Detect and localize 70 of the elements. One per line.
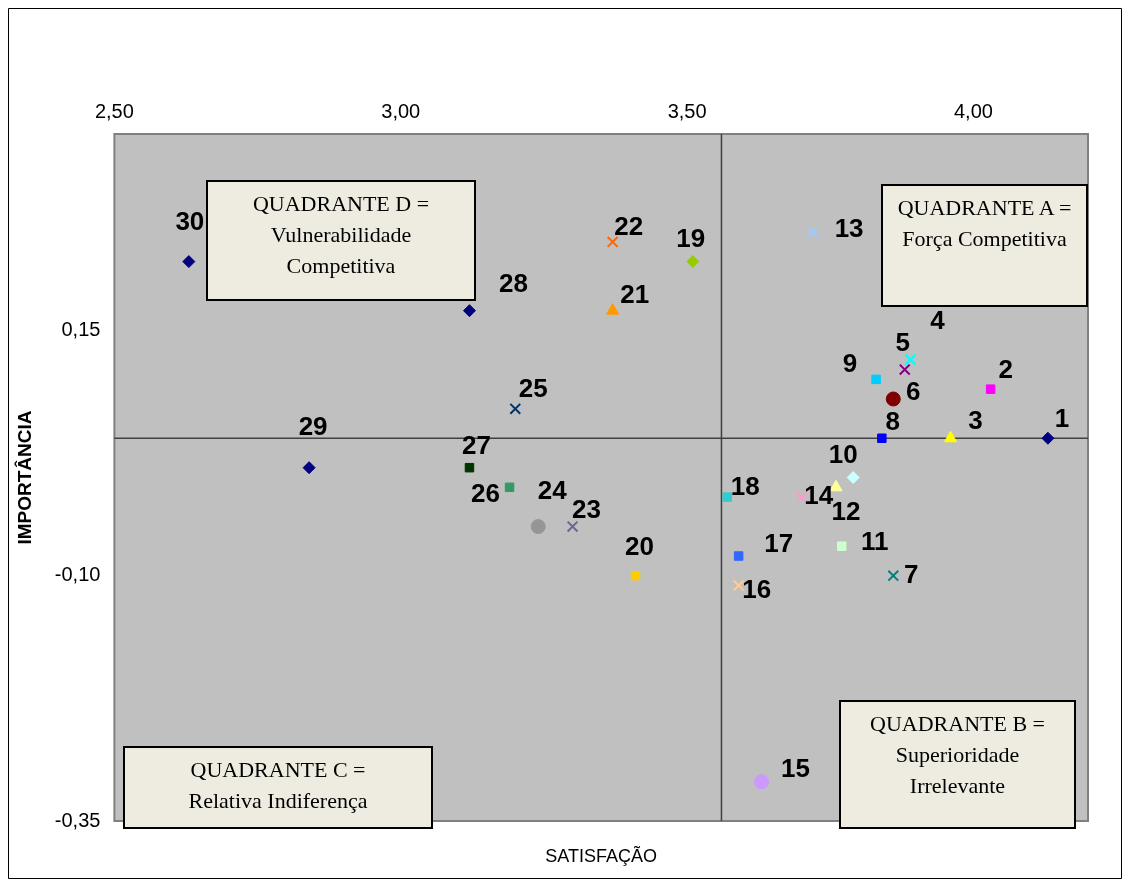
series-label: 7 [904,558,919,589]
series-label: 17 [764,528,794,559]
point [686,255,700,269]
point [877,433,887,443]
point [887,569,900,582]
y-tick-label: -0,10 [54,563,101,586]
point [732,579,745,592]
series-label: 1 [1054,403,1070,434]
point [722,492,732,502]
series-label: 6 [906,376,921,407]
series-label: 2 [998,354,1013,385]
series-label: 5 [895,326,910,357]
y-tick-label: -0,35 [54,808,101,831]
y-tick-label: 0,15 [61,317,101,340]
series-label: 11 [860,526,889,557]
series-label: 27 [462,429,491,460]
series-label: 29 [298,410,328,441]
point [1041,431,1055,445]
note-box: QUADRANTE B = Superioridade Irrelevante [839,700,1076,829]
point [885,391,901,407]
point [807,226,820,239]
point [871,374,881,385]
series-label: 3 [968,405,983,436]
series-label: 8 [885,406,901,437]
series-label: 18 [730,471,760,502]
point [566,520,579,533]
note-box: QUADRANTE A = Força Competitiva [881,184,1088,307]
series-label: 23 [572,493,602,524]
point [898,363,911,376]
point [985,384,996,394]
point [733,551,744,561]
note-box: QUADRANTE C = Relativa Indiferença [123,746,433,829]
series-label: 25 [518,372,548,403]
note-box: QUADRANTE D = Vulnerabilidade Competitiva [206,180,476,301]
point [462,304,476,318]
series-label: 13 [834,213,864,244]
series-label: 21 [620,278,650,309]
point [836,541,847,551]
series-label: 28 [499,267,528,298]
point [182,255,196,269]
point [904,353,917,366]
y-axis-title: IMPORTÂNCIA [13,410,35,545]
series-label: 9 [842,347,858,378]
series-label: 22 [614,211,644,242]
series-label: 16 [742,573,772,604]
point [754,774,770,790]
series-label: 24 [537,474,568,505]
point [943,430,958,443]
series-label: 19 [676,222,706,253]
x-tick-label: 4,00 [953,99,993,122]
point [530,519,546,535]
x-tick-label: 2,50 [94,99,134,122]
series-label: 4 [930,304,946,335]
point [464,462,475,473]
x-tick-label: 3,00 [381,99,421,122]
series-label: 10 [828,438,858,469]
x-tick-label: 3,50 [667,99,707,122]
point [509,402,522,415]
point [606,236,619,248]
series-label: 20 [625,530,655,561]
series-label: 14 [804,480,834,511]
x-axis-title: SATISFAÇÃO [545,844,658,866]
series-label: 26 [471,478,501,509]
series-label: 15 [781,752,811,783]
point [302,461,316,475]
point [606,303,620,315]
point [846,471,860,484]
point [630,570,641,581]
point [504,482,515,493]
series-label: 30 [175,205,205,236]
